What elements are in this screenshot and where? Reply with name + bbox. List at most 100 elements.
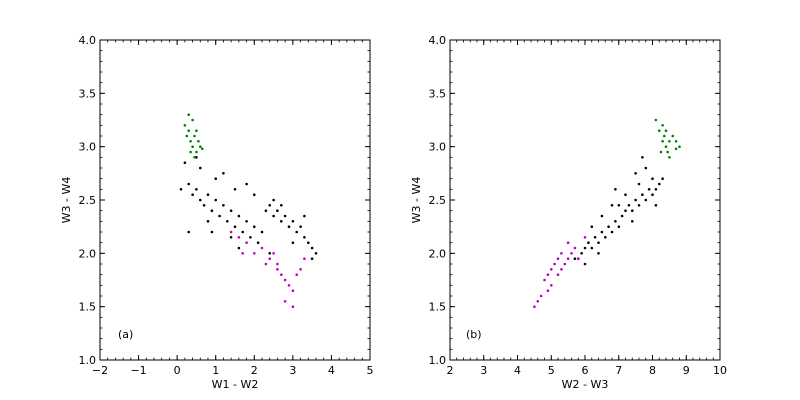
panel-a-point xyxy=(241,230,244,234)
panel-a-point xyxy=(183,161,187,164)
panel-b-point xyxy=(617,204,621,207)
panel-a-point xyxy=(295,230,299,234)
panel-a-point xyxy=(260,246,264,250)
panel-a-ytick-label: 4.0 xyxy=(79,34,97,47)
panel-b-point xyxy=(634,198,637,202)
panel-a-point xyxy=(193,134,196,138)
panel-a-point xyxy=(195,188,198,191)
panel-b-point xyxy=(607,225,610,228)
panel-a-point xyxy=(187,113,190,116)
panel-a-point xyxy=(249,236,252,239)
panel-b-label: (b) xyxy=(466,328,482,341)
panel-a-ytick-label: 2.5 xyxy=(79,194,97,207)
panel-a-point xyxy=(195,156,198,159)
panel-a-point xyxy=(191,145,194,148)
panel-a-point xyxy=(280,204,283,207)
panel-b-point xyxy=(661,124,664,127)
panel-b-point xyxy=(641,156,644,159)
panel-b-ytick-label: 3.5 xyxy=(429,87,447,100)
panel-a-point xyxy=(210,230,214,234)
panel-b-point xyxy=(664,129,668,132)
panel-a-point xyxy=(199,145,202,148)
panel-a-point xyxy=(268,257,272,261)
panel-b-point xyxy=(644,166,648,170)
panel-b-point xyxy=(590,246,594,250)
panel-a-point xyxy=(199,166,202,170)
panel-a-point xyxy=(283,300,287,303)
panel-a-point xyxy=(295,273,299,277)
panel-b-point xyxy=(627,204,631,207)
panel-a: −2 −1 0 1 2 3 4 5 1.0 1.5 2.0 2.5 3.0 3.5 4.0 (a) W1 -… xyxy=(60,34,374,391)
panel-b-point xyxy=(671,134,675,138)
panel-a-xlabel: W1 - W2 xyxy=(212,378,259,391)
panel-b-xtick-label: 8 xyxy=(649,364,656,377)
panel-b-point xyxy=(553,262,556,266)
panel-b-xtick-label: 4 xyxy=(514,364,521,377)
panel-a-point xyxy=(276,262,279,266)
panel-b-xtick-label: 2 xyxy=(447,364,454,377)
panel-a-point xyxy=(214,177,217,180)
panel-b-point xyxy=(637,182,641,186)
panel-a-point xyxy=(283,278,287,282)
panel-a-point xyxy=(287,225,291,228)
panel-a-point xyxy=(280,220,283,223)
panel-b-point xyxy=(546,273,550,277)
panel-b-xlabel: W2 - W3 xyxy=(562,378,609,391)
panel-a-xtick-label: 2 xyxy=(251,364,258,377)
panel-b-xtick-label: 6 xyxy=(582,364,589,377)
panel-a-point xyxy=(187,182,190,186)
panel-a-point xyxy=(245,182,248,186)
panel-a-point xyxy=(187,230,190,234)
panel-a-point xyxy=(299,225,302,228)
panel-a-xtick-label: −1 xyxy=(130,364,146,377)
panel-b-point xyxy=(536,300,540,303)
panel-a-point xyxy=(264,209,268,212)
panel-a-point xyxy=(200,147,204,151)
panel-b-point xyxy=(661,177,664,180)
panel-b-point xyxy=(577,257,580,261)
panel-a-point xyxy=(195,150,198,154)
panel-a-point xyxy=(307,241,310,244)
panel-a-point xyxy=(241,252,244,255)
panel-a-point xyxy=(202,204,206,207)
panel-b-point xyxy=(634,172,637,175)
panel-a-point xyxy=(222,172,225,175)
panel-b-point xyxy=(661,140,664,143)
panel-b-point xyxy=(666,150,669,154)
panel-a-point xyxy=(229,209,233,212)
panel-b-ytick-label: 1.0 xyxy=(429,354,447,367)
panel-b-point xyxy=(543,278,546,282)
panel-a-point xyxy=(276,209,279,212)
panel-b-point xyxy=(658,182,661,186)
panel-b-point xyxy=(644,198,648,202)
panel-a-point xyxy=(310,246,314,250)
panel-b-point xyxy=(580,252,583,255)
panel-b-point xyxy=(631,209,634,212)
panel-a-point xyxy=(303,214,306,218)
panel-a-point xyxy=(226,220,229,223)
panel-a-point xyxy=(253,225,256,228)
panel-a-point xyxy=(214,198,217,202)
panel-b-point xyxy=(678,145,681,148)
panel-b-ytick-label: 2.0 xyxy=(429,247,447,260)
panel-b-point xyxy=(600,230,604,234)
panel-b-point xyxy=(620,214,624,218)
panel-a-point xyxy=(206,220,210,223)
panel-a-point xyxy=(191,118,194,122)
panel-a-point xyxy=(291,241,295,244)
panel-a-point xyxy=(187,129,190,132)
panel-b-point xyxy=(614,188,617,191)
panel-a-point xyxy=(291,289,295,293)
panel-b-point xyxy=(663,134,666,138)
panel-a-point xyxy=(314,252,318,255)
panel-a-xtick-label: −2 xyxy=(92,364,108,377)
panel-a-point xyxy=(260,230,264,234)
panel-b-point xyxy=(610,204,614,207)
panel-b-point xyxy=(604,236,607,239)
panel-a-point xyxy=(272,214,275,218)
panel-a-xtick-label: 1 xyxy=(212,364,219,377)
panel-a-point xyxy=(299,268,302,271)
panel-b-point xyxy=(539,294,543,298)
panel-a-point xyxy=(206,193,210,196)
